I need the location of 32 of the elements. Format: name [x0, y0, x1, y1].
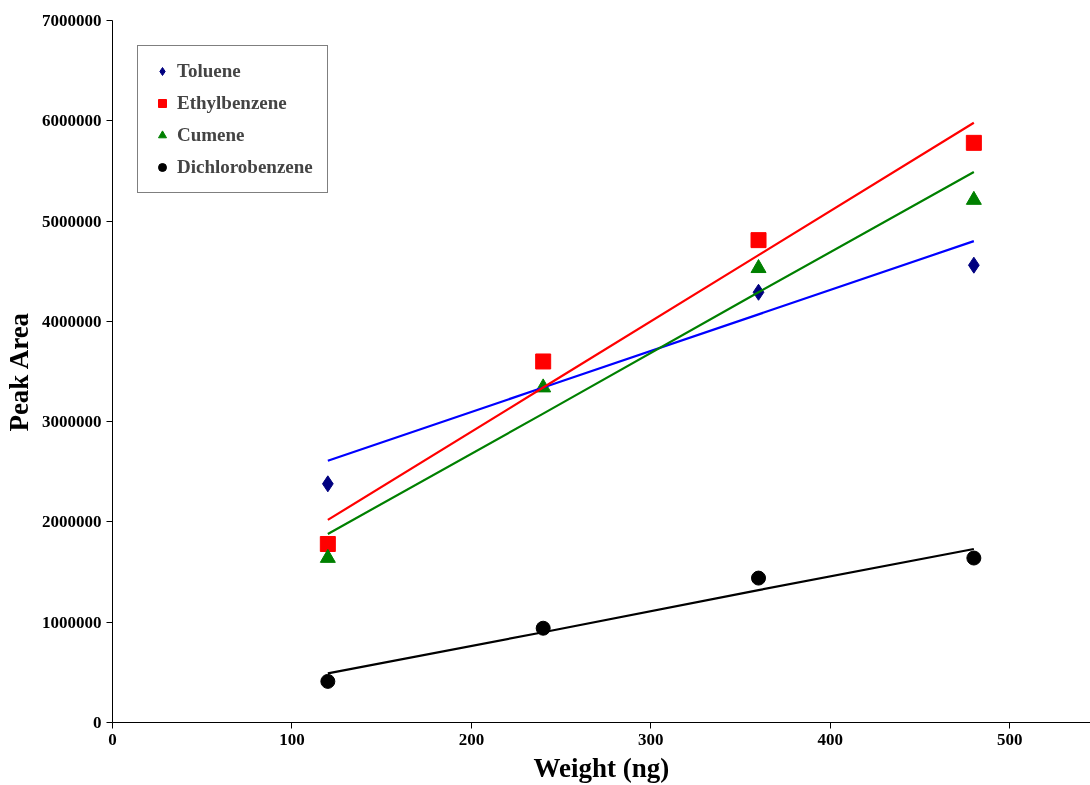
point: [750, 232, 767, 249]
point: [535, 353, 552, 370]
x-axis-title: Weight (ng): [533, 752, 670, 783]
y-tick-label: 0: [93, 713, 102, 732]
y-tick-label: 4000000: [42, 311, 102, 331]
point: [965, 134, 982, 151]
line-series: [326, 240, 975, 462]
y-tick-label: 3000000: [42, 412, 102, 432]
y-axis-title: Peak Area: [4, 312, 34, 432]
y-tick-label: 2000000: [42, 512, 102, 532]
point: [320, 673, 336, 689]
point: [319, 535, 336, 552]
y-tick-label: 1000000: [42, 612, 102, 632]
line-series: [326, 121, 975, 522]
x-tick-label: 500: [997, 729, 1023, 749]
y-tick-label: 6000000: [42, 111, 102, 131]
point: [751, 570, 767, 586]
legend-label: Cumene: [177, 124, 245, 146]
x-tick-label: 200: [458, 729, 485, 749]
point: [966, 550, 982, 566]
point: [750, 259, 767, 274]
legend-label: Dichlorobenzene: [177, 156, 313, 178]
y-tick-label: 5000000: [42, 211, 102, 231]
x-tick-label: 300: [638, 729, 664, 749]
line-series: [326, 170, 975, 536]
x-tick-label: 400: [817, 729, 844, 749]
legend-label: Toluene: [177, 60, 241, 82]
x-tick-label: 100: [279, 729, 305, 749]
legend-label: Ethylbenzene: [177, 92, 287, 114]
point: [965, 190, 982, 205]
x-tick-label: 0: [108, 729, 117, 749]
y-tick-label: 7000000: [42, 11, 102, 30]
